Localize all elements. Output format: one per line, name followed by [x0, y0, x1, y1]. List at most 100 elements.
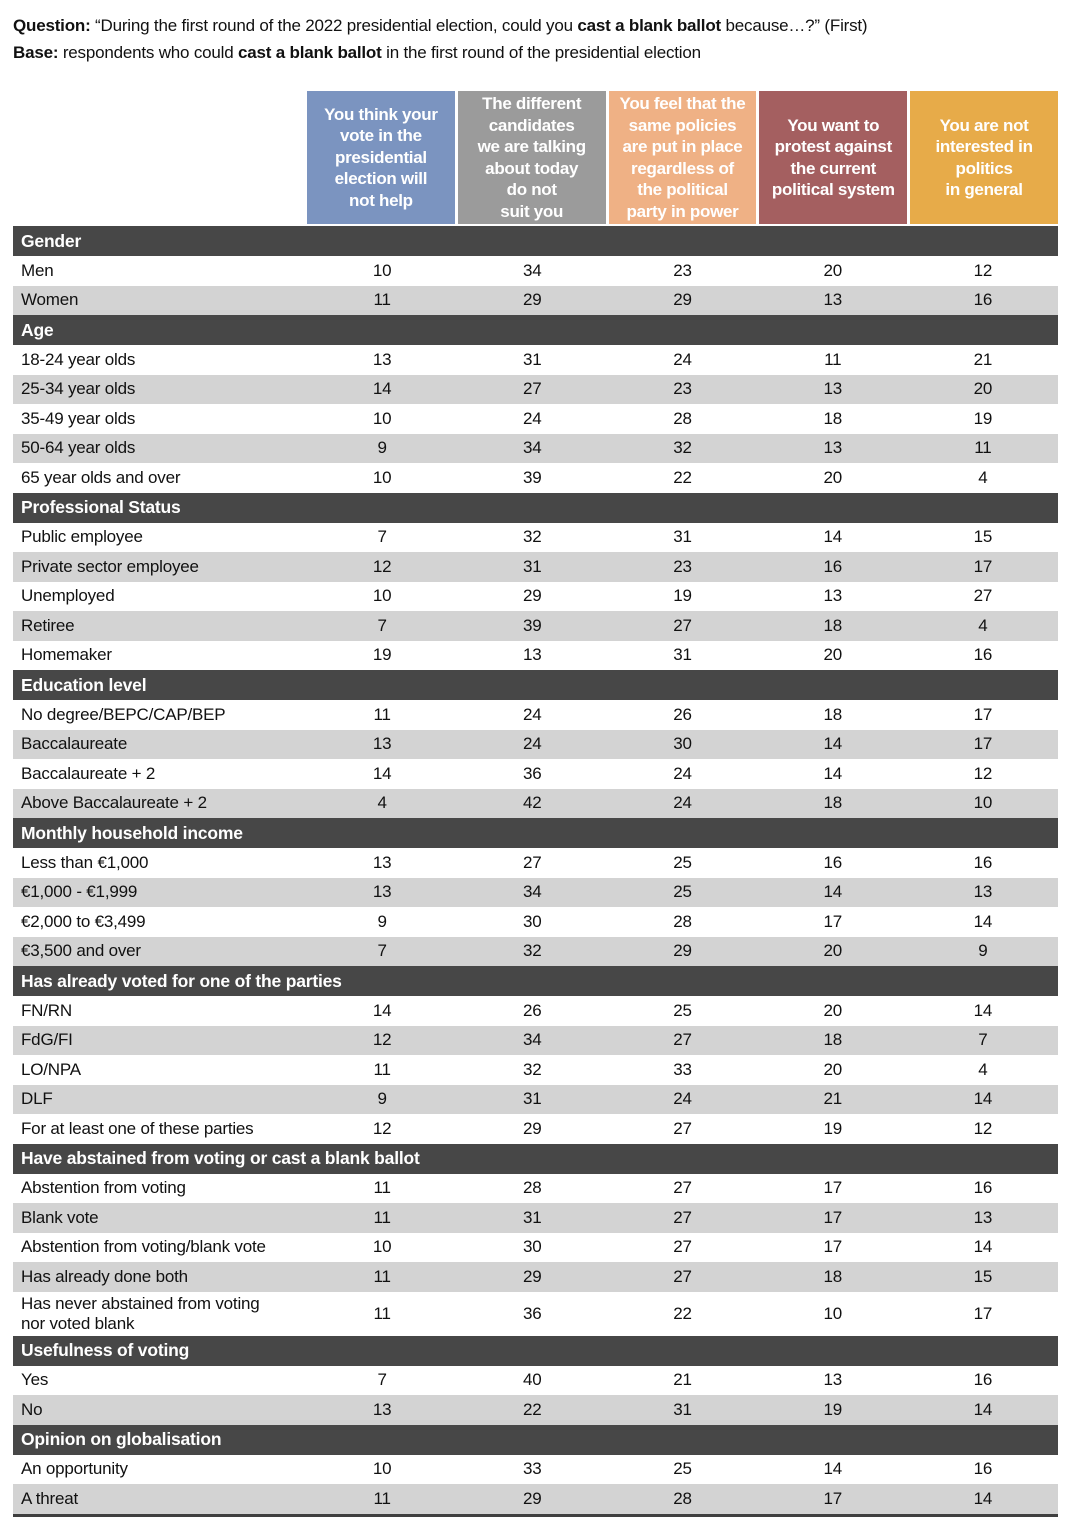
- value-cell: 9: [377, 1089, 387, 1109]
- value-cell: 27: [673, 615, 692, 635]
- table-row: A threat 11 29 28 17 14: [13, 1484, 1058, 1514]
- value-cell: 12: [372, 1118, 392, 1138]
- row-label: 18-24 year olds: [21, 349, 136, 369]
- value-cell: 16: [823, 852, 842, 872]
- value-cell: 13: [973, 882, 993, 902]
- value-cell: 31: [673, 527, 692, 547]
- section-header-row: Professional Status: [13, 492, 1058, 523]
- value-cell: 23: [673, 556, 692, 576]
- value-cell: 11: [373, 1303, 391, 1323]
- value-cell: 17: [973, 704, 993, 724]
- value-cell: 10: [372, 260, 392, 280]
- value-cell: 31: [523, 1089, 542, 1109]
- section-header-row: Age: [13, 315, 1058, 345]
- base-bold: cast a blank ballot: [238, 43, 382, 62]
- value-cell: 33: [523, 1459, 542, 1479]
- row-label: Has never abstained from voting nor vote…: [21, 1293, 260, 1333]
- value-cell: 28: [523, 1178, 542, 1198]
- table-row: No 13 22 31 19 14: [13, 1395, 1058, 1425]
- value-cell: 28: [673, 408, 692, 428]
- value-cell: 16: [973, 852, 993, 872]
- value-cell: 31: [523, 556, 542, 576]
- value-cell: 14: [823, 1459, 842, 1479]
- value-cell: 31: [523, 349, 542, 369]
- value-cell: 39: [523, 467, 542, 487]
- value-cell: 14: [372, 763, 392, 783]
- value-cell: 13: [372, 349, 392, 369]
- value-cell: 16: [973, 1370, 993, 1390]
- value-cell: 24: [673, 349, 692, 369]
- value-cell: 40: [523, 1370, 542, 1390]
- value-cell: 10: [372, 408, 392, 428]
- value-cell: 17: [823, 1207, 842, 1227]
- value-cell: 21: [673, 1370, 692, 1390]
- value-cell: 10: [372, 467, 392, 487]
- row-label: A threat: [21, 1488, 78, 1508]
- value-cell: 13: [823, 1370, 842, 1390]
- row-label: Women: [21, 290, 79, 310]
- row-label: Blank vote: [21, 1207, 99, 1227]
- value-cell: 7: [377, 527, 387, 547]
- value-cell: 29: [523, 1266, 542, 1286]
- value-cell: 20: [823, 467, 842, 487]
- value-cell: 29: [523, 586, 542, 606]
- column-header-1: The different candidates we are talking …: [457, 91, 606, 224]
- value-cell: 31: [673, 645, 692, 665]
- question-bold: cast a blank ballot: [577, 16, 721, 35]
- value-cell: 20: [823, 645, 842, 665]
- row-label: Men: [21, 260, 54, 280]
- table-row: Retiree 7 39 27 18 4: [13, 611, 1058, 641]
- base-text-1: respondents who could: [58, 43, 238, 62]
- value-cell: 14: [973, 911, 993, 931]
- row-label: No: [21, 1399, 43, 1419]
- table-row: Has already done both 11 29 27 18 15: [13, 1262, 1058, 1292]
- question-block: Question: “During the first round of the…: [13, 12, 1077, 66]
- value-cell: 11: [373, 290, 391, 310]
- column-headers: You think your vote in the presidential …: [13, 91, 1058, 224]
- value-cell: 26: [523, 1000, 542, 1020]
- table-row: FN/RN 14 26 25 20 14: [13, 996, 1058, 1026]
- row-label: Above Baccalaureate + 2: [21, 793, 207, 813]
- value-cell: 30: [523, 911, 542, 931]
- value-cell: 11: [373, 704, 391, 724]
- value-cell: 32: [523, 941, 542, 961]
- value-cell: 14: [973, 1089, 993, 1109]
- value-cell: 17: [823, 1178, 842, 1198]
- value-cell: 16: [973, 645, 993, 665]
- table-row: €2,000 to €3,499 9 30 28 17 14: [13, 907, 1058, 937]
- row-label: Baccalaureate: [21, 734, 128, 754]
- value-cell: 34: [523, 1030, 542, 1050]
- value-cell: 11: [373, 1266, 391, 1286]
- value-cell: 14: [372, 379, 392, 399]
- value-cell: 16: [973, 1178, 993, 1198]
- value-cell: 25: [673, 882, 692, 902]
- row-label: No degree/BEPC/CAP/BEP: [21, 704, 226, 724]
- value-cell: 27: [673, 1118, 692, 1138]
- value-cell: 29: [673, 941, 692, 961]
- table-row: 50-64 year olds 9 34 32 13 11: [13, 433, 1058, 463]
- table-row: 25-34 year olds 14 27 23 13 20: [13, 374, 1058, 404]
- base-prefix: Base:: [13, 43, 59, 62]
- row-label: Has already done both: [21, 1266, 188, 1286]
- value-cell: 17: [973, 556, 993, 576]
- value-cell: 19: [673, 586, 692, 606]
- value-cell: 11: [824, 349, 842, 369]
- value-cell: 30: [523, 1237, 542, 1257]
- value-cell: 11: [373, 1488, 391, 1508]
- value-cell: 29: [523, 1118, 542, 1138]
- value-cell: 25: [673, 1000, 692, 1020]
- table-row: Public employee 7 32 31 14 15: [13, 522, 1058, 552]
- value-cell: 30: [673, 734, 692, 754]
- value-cell: 31: [523, 1207, 542, 1227]
- row-label: Baccalaureate + 2: [21, 763, 156, 783]
- value-cell: 13: [823, 290, 842, 310]
- value-cell: 16: [973, 1459, 993, 1479]
- value-cell: 23: [673, 260, 692, 280]
- value-cell: 29: [523, 1488, 542, 1508]
- column-header-2: You feel that the same policies are put …: [608, 91, 757, 224]
- value-cell: 14: [823, 763, 842, 783]
- value-cell: 27: [973, 586, 993, 606]
- question-line: Question: “During the first round of the…: [13, 12, 1077, 39]
- section-header-row: Education level: [13, 670, 1058, 700]
